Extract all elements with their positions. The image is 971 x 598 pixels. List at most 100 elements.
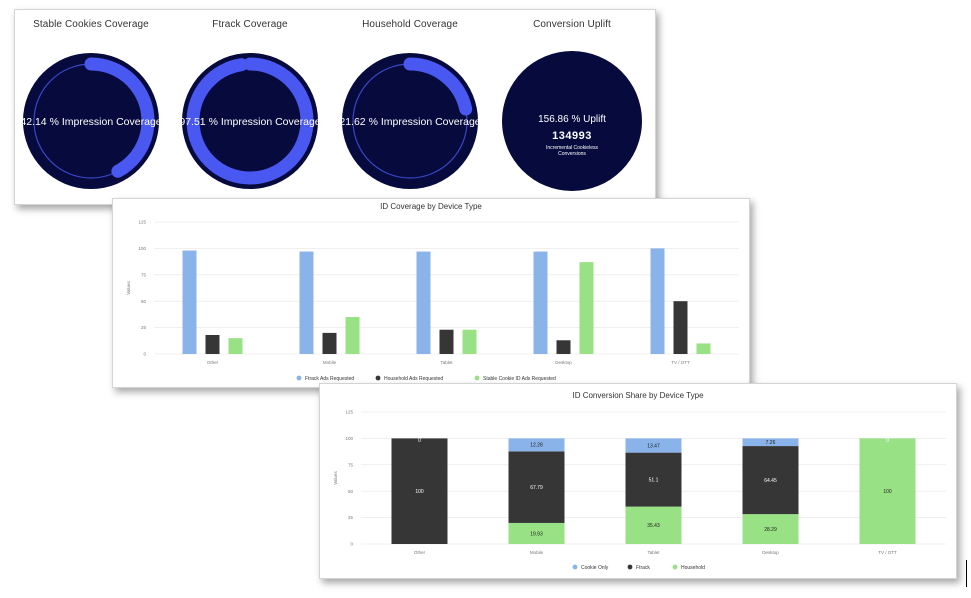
bar-segment-cookie-only-desktop <box>742 438 799 447</box>
y-tick-label: 125 <box>345 410 353 415</box>
uplift-label-line1: Incremental Cookieless <box>546 145 598 151</box>
kpi-title: Ftrack Coverage <box>212 19 288 30</box>
kpi-title: Conversion Uplift <box>533 19 611 30</box>
x-tick-label: Mobile <box>323 360 337 365</box>
chart-title: ID Coverage by Device Type <box>380 202 482 211</box>
text-cursor <box>966 560 967 587</box>
data-label: 7.26 <box>766 440 776 446</box>
kpi-value: 42.14 % Impression Coverage <box>20 116 162 128</box>
bar-ftrack-ads-requested-tablet <box>416 251 431 354</box>
uplift-circle <box>502 51 642 191</box>
legend-label: Ftrack Ads Requested <box>305 376 354 382</box>
id-coverage-chart: ID Coverage by Device Type 0 25 50 75 100 125 V… <box>126 202 739 382</box>
y-tick-label: 0 <box>350 542 353 547</box>
data-label: 12.28 <box>530 443 543 449</box>
bar-household-ads-requested-mobile <box>322 332 337 354</box>
x-tick-label: Mobile <box>530 550 544 555</box>
x-tick-label: Other <box>207 360 219 365</box>
bar-segment-ftrack-other <box>391 438 448 544</box>
legend-label: Stable Cookie ID Ads Requested <box>483 376 556 382</box>
bar-stable-cookie-id-ads-requested-other <box>228 338 243 354</box>
kpi-title: Stable Cookies Coverage <box>33 19 149 30</box>
bar-segment-household-tv-ott <box>859 438 916 544</box>
y-tick-label: 50 <box>141 299 147 304</box>
kpi-value: 97.51 % Impression Coverage <box>179 116 321 128</box>
legend-marker <box>572 564 578 570</box>
legend-marker <box>474 375 480 381</box>
bar-segment-household-tablet <box>625 506 682 544</box>
bar-segment-ftrack-tablet <box>625 452 682 507</box>
legend-marker <box>296 375 302 381</box>
uplift-percent: 156.86 % Uplift <box>538 114 606 125</box>
kpi-stable-cookies: Stable Cookies Coverage 42.14 % Impressi… <box>16 10 166 204</box>
uplift-label-line2: Conversions <box>558 151 586 157</box>
bar-segment-household-mobile <box>508 522 565 544</box>
bar-ftrack-ads-requested-desktop <box>533 251 548 354</box>
data-label: 13.47 <box>647 443 660 449</box>
x-tick-label: Tablet <box>440 360 453 365</box>
bar-segment-ftrack-mobile <box>508 451 565 523</box>
bar-household-ads-requested-tv-ott <box>673 301 688 354</box>
y-tick-label: 125 <box>138 220 146 225</box>
legend-label: Household Ads Requested <box>384 376 443 382</box>
y-axis-label: Values <box>333 471 338 485</box>
legend-label: Cookie Only <box>581 565 609 571</box>
bar-ftrack-ads-requested-mobile <box>299 251 314 354</box>
x-tick-label: Desktop <box>555 360 572 365</box>
y-tick-label: 100 <box>345 436 353 441</box>
x-tick-label: Desktop <box>762 550 779 555</box>
x-tick-label: Other <box>414 550 426 555</box>
bar-stable-cookie-id-ads-requested-mobile <box>345 317 360 354</box>
uplift-count: 134993 <box>552 130 592 142</box>
chart-title: ID Conversion Share by Device Type <box>572 391 704 400</box>
legend-label: Ftrack <box>636 565 650 571</box>
coverage-ring <box>342 53 478 189</box>
ring-arc <box>186 57 314 185</box>
bar-household-ads-requested-desktop <box>556 340 571 354</box>
data-label: 51.1 <box>649 477 659 483</box>
data-label: 100 <box>883 489 892 495</box>
uplift-label: Incremental Cookieless Conversions <box>497 145 647 157</box>
coverage-ring <box>23 53 159 189</box>
legend-marker <box>375 375 381 381</box>
bar-segment-ftrack-desktop <box>742 446 799 515</box>
x-tick-label: TV / OTT <box>671 360 690 365</box>
data-label: 0 <box>418 438 421 444</box>
kpi-ftrack: Ftrack Coverage 97.51 % Impression Cover… <box>175 10 325 204</box>
y-tick-label: 25 <box>141 325 147 330</box>
data-label: 0 <box>886 438 889 444</box>
y-tick-label: 25 <box>348 515 354 520</box>
data-label: 19.93 <box>530 531 543 537</box>
bar-stable-cookie-id-ads-requested-desktop <box>579 262 594 354</box>
conversion-share-chart-panel: ID Conversion Share by Device Type 0 25 50 7… <box>319 383 957 579</box>
id-coverage-chart-panel: ID Coverage by Device Type 0 25 50 75 100 125 V… <box>112 198 750 388</box>
data-label: 67.79 <box>530 485 543 491</box>
y-tick-label: 75 <box>141 272 147 277</box>
legend-marker <box>672 564 678 570</box>
ring-arc <box>27 57 155 185</box>
y-tick-label: 100 <box>138 246 146 251</box>
y-tick-label: 0 <box>143 352 146 357</box>
bar-segment-household-desktop <box>742 514 799 544</box>
bar-stable-cookie-id-ads-requested-tablet <box>462 329 477 354</box>
bar-household-ads-requested-other <box>205 334 220 354</box>
bar-ftrack-ads-requested-tv-ott <box>650 248 665 354</box>
kpi-conversion-uplift: Conversion Uplift 156.86 % Uplift 134993… <box>497 10 647 204</box>
data-label: 64.45 <box>764 478 777 484</box>
bar-stable-cookie-id-ads-requested-tv-ott <box>696 343 711 354</box>
x-tick-label: Tablet <box>647 550 660 555</box>
y-axis-label: Values <box>126 281 131 295</box>
y-tick-label: 75 <box>348 462 354 467</box>
kpi-title: Household Coverage <box>362 19 458 30</box>
coverage-ring <box>182 53 318 189</box>
data-label: 35.43 <box>647 523 660 529</box>
kpi-panel: Stable Cookies Coverage 42.14 % Impressi… <box>14 9 656 205</box>
bar-household-ads-requested-tablet <box>439 329 454 354</box>
data-label: 28.29 <box>764 527 777 533</box>
y-tick-label: 50 <box>348 489 354 494</box>
kpi-household: Household Coverage 21.62 % Impression Co… <box>335 10 485 204</box>
data-label: 100 <box>415 489 424 495</box>
bar-segment-cookie-only-mobile <box>508 438 565 452</box>
legend-marker <box>627 564 633 570</box>
ring-arc <box>346 57 474 185</box>
